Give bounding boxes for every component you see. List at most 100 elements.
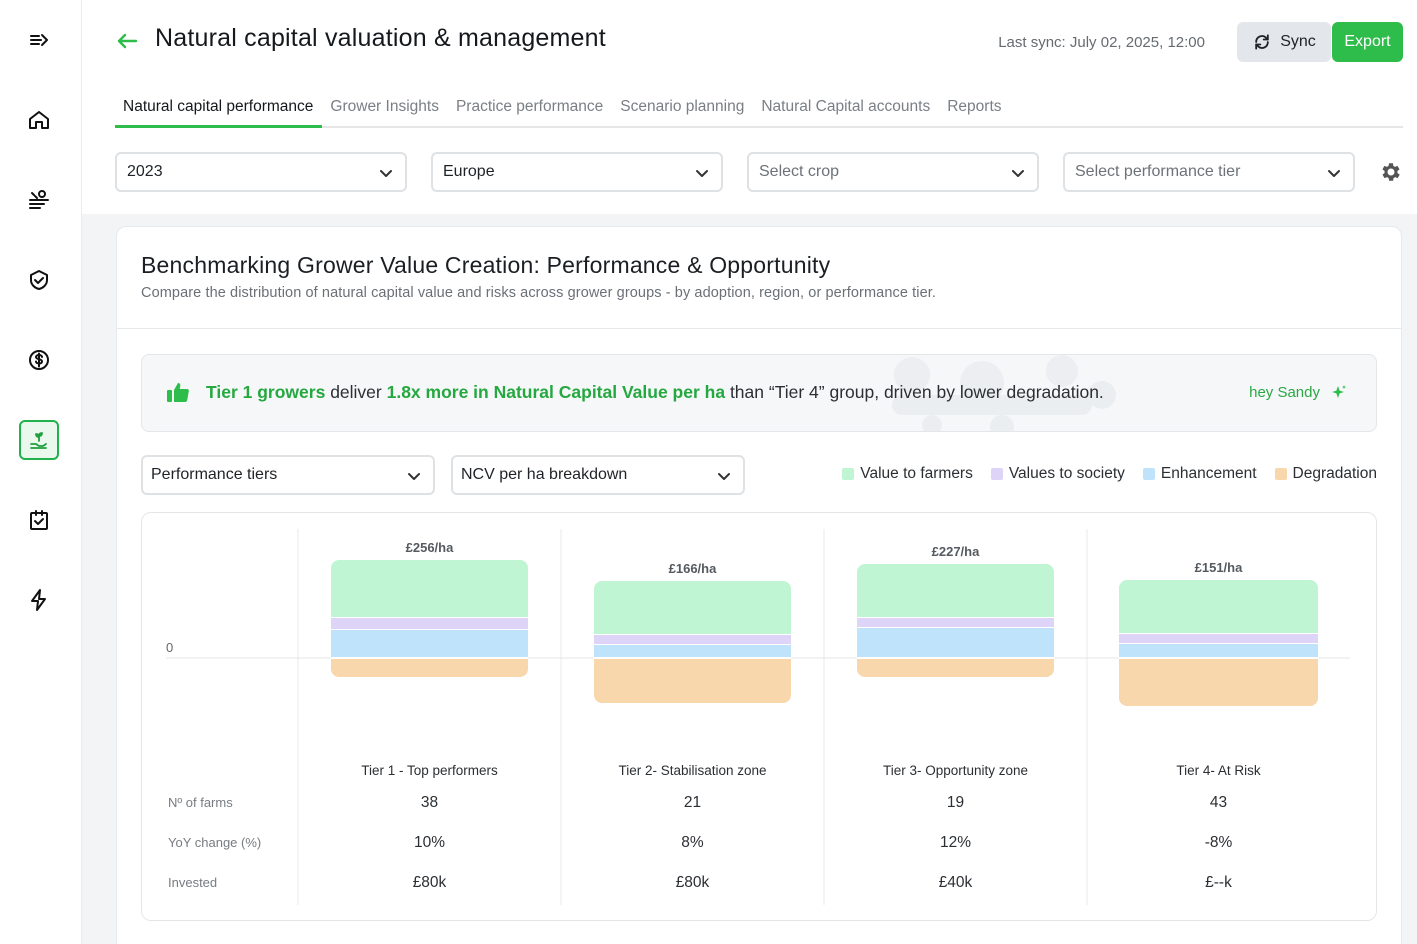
legend-swatch-degradation (1274, 468, 1287, 480)
region-select[interactable]: Europe (431, 152, 723, 192)
legend-label: Values to society (1008, 465, 1125, 482)
bar-segment-farmers (1119, 580, 1318, 634)
field-icon[interactable] (19, 180, 59, 220)
bar-stack[interactable] (594, 581, 791, 703)
performance-tier-select[interactable]: Select performance tier (1063, 152, 1355, 192)
bar-segment-society (331, 618, 528, 630)
chevron-down-icon (1012, 170, 1024, 177)
insight-text-part: than “Tier 4” group, driven by lower deg… (725, 382, 1104, 402)
bar-stack[interactable] (857, 564, 1054, 677)
chevron-down-icon (1328, 170, 1340, 177)
page-title: Natural capital valuation & management (155, 24, 606, 52)
table-cell: 21 (683, 794, 702, 811)
zero-tick-label: 0 (166, 640, 173, 655)
tab-natural-capital-accounts[interactable]: Natural Capital accounts (761, 98, 931, 115)
row-label-farms: Nº of farms (168, 795, 233, 810)
plant-hand-icon[interactable] (19, 420, 59, 460)
shield-check-icon[interactable] (19, 260, 59, 300)
breakdown-select[interactable]: NCV per ha breakdown (451, 455, 745, 495)
table-cell: 12% (939, 834, 972, 851)
year-select-value: 2023 (127, 163, 163, 180)
bar-total-label: £166/ha (669, 561, 717, 576)
crop-select[interactable]: Select crop (747, 152, 1039, 192)
category-label: Tier 1 - Top performers (361, 763, 498, 778)
tab-reports[interactable]: Reports (947, 98, 1002, 115)
chevron-down-icon (696, 170, 708, 177)
chevron-down-icon (718, 473, 730, 480)
home-icon[interactable] (19, 100, 59, 140)
bar-segment-enhancement (594, 645, 791, 658)
tab-bar: Natural capital performance Grower Insig… (115, 90, 1403, 128)
bar-segment-farmers (857, 564, 1054, 618)
breakdown-select-value: NCV per ha breakdown (461, 466, 628, 483)
sync-icon (1255, 34, 1269, 50)
category-label: Tier 2- Stabilisation zone (618, 763, 767, 778)
grouping-select[interactable]: Performance tiers (141, 455, 435, 495)
tab-natural-capital-performance[interactable]: Natural capital performance (115, 90, 323, 128)
tab-grower-insights[interactable]: Grower Insights (330, 98, 439, 115)
bar-segment-enhancement (857, 628, 1054, 658)
legend-item: Values to society (990, 465, 1125, 483)
segment-separator (594, 657, 791, 659)
sidebar (0, 0, 82, 944)
insight-highlight-tier: Tier 1 growers (206, 382, 326, 402)
lightning-icon[interactable] (19, 580, 59, 620)
table-cell: £80k (412, 874, 447, 891)
bar-total-label: £151/ha (1195, 560, 1243, 575)
benchmark-card: Benchmarking Grower Value Creation: Perf… (116, 226, 1402, 944)
year-select[interactable]: 2023 (115, 152, 407, 192)
last-sync-text: Last sync: July 02, 2025, 12:00 (998, 34, 1205, 51)
stacked-bar-chart: 0 £256/ha £166/ha £227/ha £151/ha Nº of farm… (141, 512, 1377, 921)
grouping-select-value: Performance tiers (151, 466, 278, 483)
tier-select-placeholder: Select performance tier (1075, 163, 1241, 180)
chart-canvas: 0 £256/ha £166/ha £227/ha £151/ha (166, 529, 1350, 905)
crop-select-placeholder: Select crop (759, 163, 840, 180)
card-divider (117, 328, 1401, 329)
table-cell: £80k (675, 874, 710, 891)
chevron-down-icon (380, 170, 392, 177)
gear-icon[interactable] (1379, 160, 1403, 184)
bar-total-label: £256/ha (406, 540, 454, 555)
legend-item: Enhancement (1142, 465, 1257, 483)
tab-practice-performance[interactable]: Practice performance (455, 98, 604, 115)
table-cell: 43 (1209, 794, 1228, 811)
sync-button[interactable]: Sync (1237, 22, 1331, 62)
dollar-icon[interactable] (19, 340, 59, 380)
legend-swatch-enhancement (1142, 468, 1155, 480)
insight-highlight-value: 1.8x more in Natural Capital Value per h… (386, 382, 726, 402)
expand-sidebar-icon[interactable] (19, 20, 59, 60)
clipboard-check-icon[interactable] (19, 500, 59, 540)
tab-scenario-planning[interactable]: Scenario planning (620, 98, 745, 115)
insight-banner: Tier 1 growers deliver 1.8x more in Natu… (141, 354, 1377, 432)
export-button[interactable]: Export (1332, 22, 1403, 62)
table-cell: 38 (420, 794, 439, 811)
category-label: Tier 3- Opportunity zone (882, 763, 1029, 778)
sparkle-icon[interactable] (1330, 384, 1348, 402)
legend-label: Enhancement (1160, 465, 1257, 482)
insight-text: Tier 1 growers deliver 1.8x more in Natu… (206, 382, 1104, 403)
table-cell: 8% (681, 834, 704, 851)
bar-segment-degradation (1119, 659, 1318, 706)
watermark-icon (892, 355, 1116, 431)
bar-segment-degradation (857, 659, 1054, 677)
table-cell: -8% (1204, 834, 1233, 851)
page-header: Natural capital valuation & management L… (82, 0, 1417, 214)
bar-segment-degradation (594, 659, 791, 703)
assistant-link[interactable]: hey Sandy (1249, 384, 1320, 401)
legend-swatch-society (990, 468, 1003, 480)
legend-item: Value to farmers (842, 465, 973, 483)
category-label: Tier 4- At Risk (1176, 763, 1261, 778)
card-subtitle: Compare the distribution of natural capi… (141, 285, 936, 301)
insight-text-part: deliver (325, 382, 387, 402)
bar-stack[interactable] (1119, 580, 1318, 706)
bar-segment-degradation (331, 659, 528, 677)
back-arrow-icon[interactable] (116, 28, 138, 54)
row-label-yoy: YoY change (%) (168, 835, 262, 850)
bar-segment-enhancement (331, 630, 528, 658)
bar-segment-farmers (331, 560, 528, 618)
bar-segment-farmers (594, 581, 791, 635)
thumbs-up-icon (167, 383, 189, 402)
table-cell: 19 (946, 794, 965, 811)
table-cell: £40k (938, 874, 973, 891)
bar-stack[interactable] (331, 560, 528, 677)
